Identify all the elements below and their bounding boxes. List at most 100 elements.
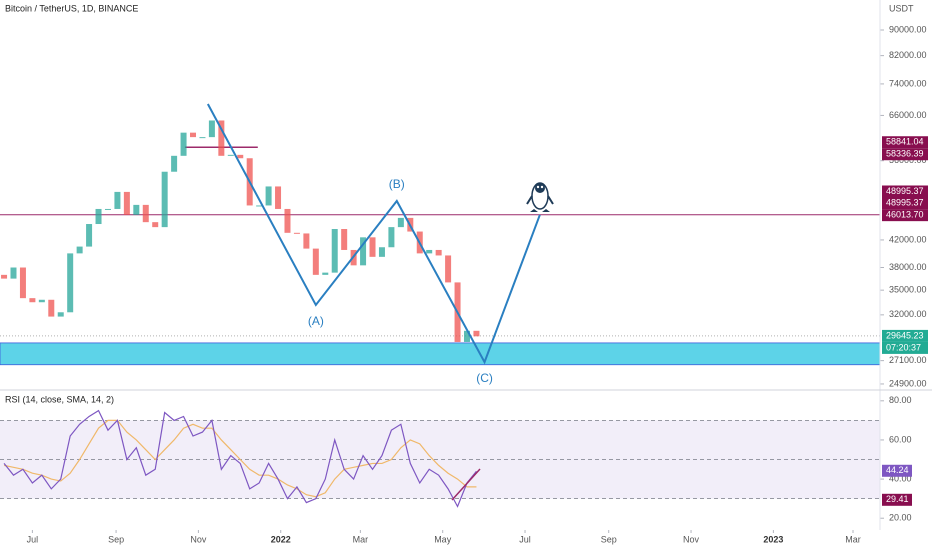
- y-tick-label: 35000.00: [889, 285, 927, 295]
- price-label-box: [882, 136, 928, 149]
- rsi-label: 29.41: [886, 494, 909, 504]
- y-tick-label: 38000.00: [889, 262, 927, 272]
- x-tick-label: Mar: [845, 534, 861, 544]
- wave-line: [206, 103, 541, 365]
- y-tick-label: 66000.00: [889, 110, 927, 120]
- rsi-tick-label: 80.00: [889, 395, 912, 405]
- price-label: 58841.04: [886, 137, 924, 147]
- candle: [378, 247, 385, 257]
- wave-label: (A): [308, 314, 324, 328]
- y-tick-label: 32000.00: [889, 309, 927, 319]
- price-label-box: [882, 185, 928, 198]
- rsi-tick-label: 20.00: [889, 513, 912, 523]
- x-tick-label: Nov: [683, 534, 700, 544]
- x-tick-label: Sep: [108, 534, 124, 544]
- rsi-title: RSI (14, close, SMA, 14, 2): [5, 394, 114, 404]
- candle: [341, 229, 348, 250]
- timer: 07:20:37: [886, 342, 921, 352]
- candle: [218, 120, 225, 156]
- timer-box: [882, 341, 928, 354]
- candle: [293, 232, 300, 234]
- rsi-label: 44.24: [886, 465, 909, 475]
- chart-title: Bitcoin / TetherUS, 1D, BINANCE: [5, 3, 138, 13]
- price-label: 48995.37: [886, 186, 924, 196]
- candle: [463, 330, 470, 342]
- rsi-band: [0, 420, 880, 499]
- wave-label: (C): [476, 371, 493, 385]
- candle: [227, 154, 234, 156]
- candle: [369, 237, 376, 257]
- candle: [275, 186, 282, 209]
- candle: [76, 246, 83, 254]
- rsi-line: [3, 409, 477, 508]
- candle: [256, 205, 263, 207]
- x-tick-label: Mar: [353, 534, 369, 544]
- candle: [86, 224, 93, 247]
- x-tick-label: Nov: [190, 534, 207, 544]
- candle: [303, 233, 310, 249]
- x-tick-label: 2023: [763, 534, 783, 544]
- price-label-box: [882, 329, 928, 342]
- candle: [435, 249, 442, 256]
- price-label-box: [882, 209, 928, 222]
- candle: [1, 274, 8, 279]
- y-tick-label: 82000.00: [889, 50, 927, 60]
- support-zone: [0, 342, 881, 366]
- price-label: 58336.39: [886, 149, 924, 159]
- candle: [171, 155, 178, 172]
- rsi-tick-label: 40.00: [889, 473, 912, 483]
- candle: [265, 186, 272, 206]
- rsi-label-box: [882, 493, 912, 506]
- candle: [114, 191, 121, 209]
- price-label-box: [882, 197, 928, 210]
- candle: [38, 299, 45, 303]
- rsi-trendline: [451, 468, 481, 501]
- rsi-label-box: [882, 464, 912, 477]
- y-tick-label: 27100.00: [889, 355, 927, 365]
- candle: [331, 229, 338, 273]
- x-tick-label: May: [434, 534, 452, 544]
- candle: [322, 272, 329, 275]
- candle: [199, 137, 206, 139]
- x-tick-label: Jul: [519, 534, 531, 544]
- y-tick-label: 42000.00: [889, 234, 927, 244]
- candle: [190, 132, 197, 138]
- y-tick-label: 74000.00: [889, 78, 927, 88]
- candle: [57, 312, 64, 317]
- price-label: 48995.37: [886, 198, 924, 208]
- rsi-tick-label: 60.00: [889, 434, 912, 444]
- price-label: 29645.23: [886, 330, 924, 340]
- candle: [67, 253, 74, 313]
- candle: [237, 154, 244, 159]
- x-tick-label: 2022: [271, 534, 291, 544]
- axis-unit: USDT: [889, 3, 914, 13]
- candle: [161, 171, 168, 228]
- plot-layer: 90000.0082000.0074000.0066000.0056000.00…: [0, 24, 928, 544]
- candle: [95, 208, 102, 225]
- x-tick-label: Jul: [27, 534, 39, 544]
- candle: [388, 227, 395, 248]
- candle: [10, 267, 17, 279]
- candle: [19, 267, 26, 299]
- price-label-box: [882, 148, 928, 161]
- candle: [208, 120, 215, 138]
- price-label: 46013.70: [886, 210, 924, 220]
- y-tick-label: 90000.00: [889, 24, 927, 34]
- candle: [397, 217, 404, 228]
- candle: [104, 208, 111, 210]
- rsi-sma-line: [3, 419, 477, 498]
- candle: [48, 299, 55, 317]
- candle: [29, 298, 36, 303]
- candle: [133, 204, 140, 215]
- y-tick-label: 24900.00: [889, 378, 927, 388]
- candle: [473, 330, 480, 337]
- penguin-icon: [526, 182, 554, 212]
- candle: [426, 249, 433, 254]
- candle: [142, 204, 149, 223]
- candle: [152, 222, 159, 228]
- candle: [312, 248, 319, 275]
- candle: [445, 255, 452, 283]
- candle: [284, 208, 291, 233]
